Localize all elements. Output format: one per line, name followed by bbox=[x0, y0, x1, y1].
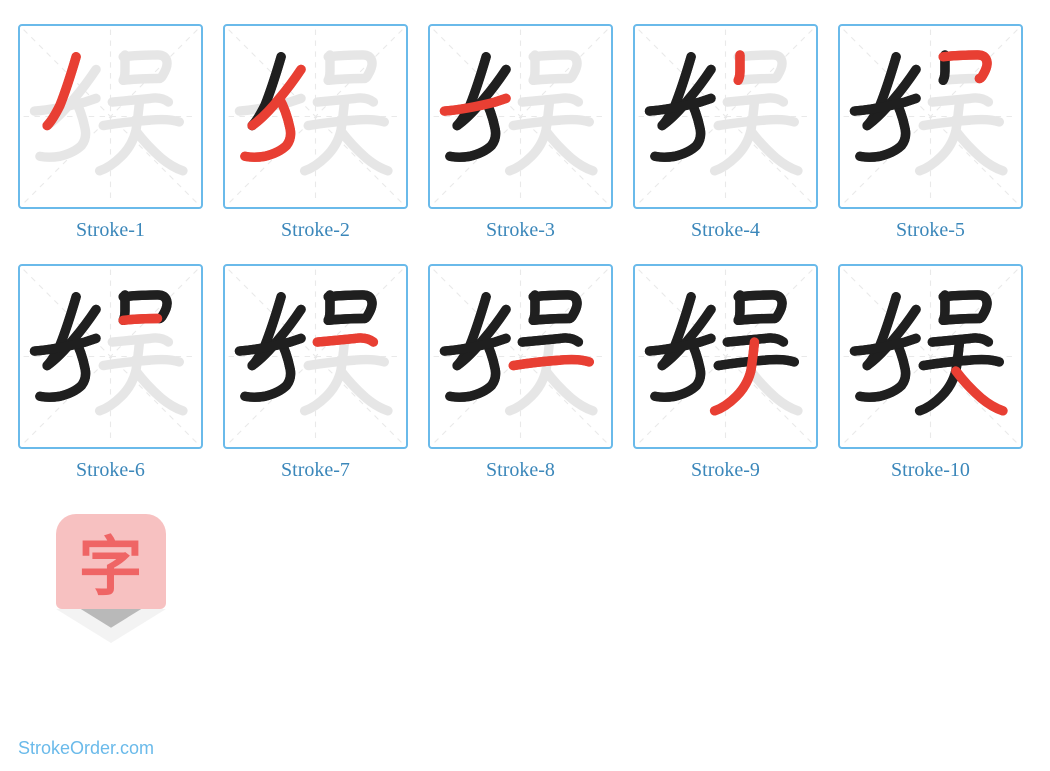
stroke-label: Stroke-3 bbox=[486, 219, 555, 242]
stroke-tile bbox=[428, 264, 613, 449]
stroke-cell: Stroke-9 bbox=[633, 264, 818, 482]
stroke-cell: Stroke-4 bbox=[633, 24, 818, 242]
stroke-label: Stroke-10 bbox=[891, 459, 970, 482]
stroke-label: Stroke-7 bbox=[281, 459, 350, 482]
stroke-label: Stroke-6 bbox=[76, 459, 145, 482]
stroke-cell: Stroke-10 bbox=[838, 264, 1023, 482]
stroke-cell: Stroke-6 bbox=[18, 264, 203, 482]
stroke-tile bbox=[428, 24, 613, 209]
stroke-tile bbox=[18, 24, 203, 209]
stroke-tile bbox=[633, 24, 818, 209]
stroke-cell: Stroke-8 bbox=[428, 264, 613, 482]
stroke-label: Stroke-2 bbox=[281, 219, 350, 242]
stroke-cell: Stroke-2 bbox=[223, 24, 408, 242]
stroke-grid: Stroke-1 Stroke-2 Stroke-3 Stroke-4 Stroke-5… bbox=[18, 24, 1032, 654]
logo-char: 字 bbox=[79, 516, 143, 608]
stroke-cell: Stroke-3 bbox=[428, 24, 613, 242]
stroke-cell: Stroke-7 bbox=[223, 264, 408, 482]
stroke-tile bbox=[633, 264, 818, 449]
stroke-tile bbox=[838, 24, 1023, 209]
stroke-label: Stroke-8 bbox=[486, 459, 555, 482]
stroke-tile bbox=[223, 264, 408, 449]
stroke-cell: Stroke-1 bbox=[18, 24, 203, 242]
stroke-cell: Stroke-5 bbox=[838, 24, 1023, 242]
stroke-label: Stroke-1 bbox=[76, 219, 145, 242]
stroke-tile bbox=[223, 24, 408, 209]
stroke-tile bbox=[18, 264, 203, 449]
stroke-label: Stroke-4 bbox=[691, 219, 760, 242]
stroke-label: Stroke-9 bbox=[691, 459, 760, 482]
logo-icon: 字 bbox=[56, 514, 166, 654]
stroke-label: Stroke-5 bbox=[896, 219, 965, 242]
stroke-tile bbox=[838, 264, 1023, 449]
watermark: StrokeOrder.com bbox=[18, 738, 154, 759]
logo-cell: 字 bbox=[18, 504, 203, 654]
